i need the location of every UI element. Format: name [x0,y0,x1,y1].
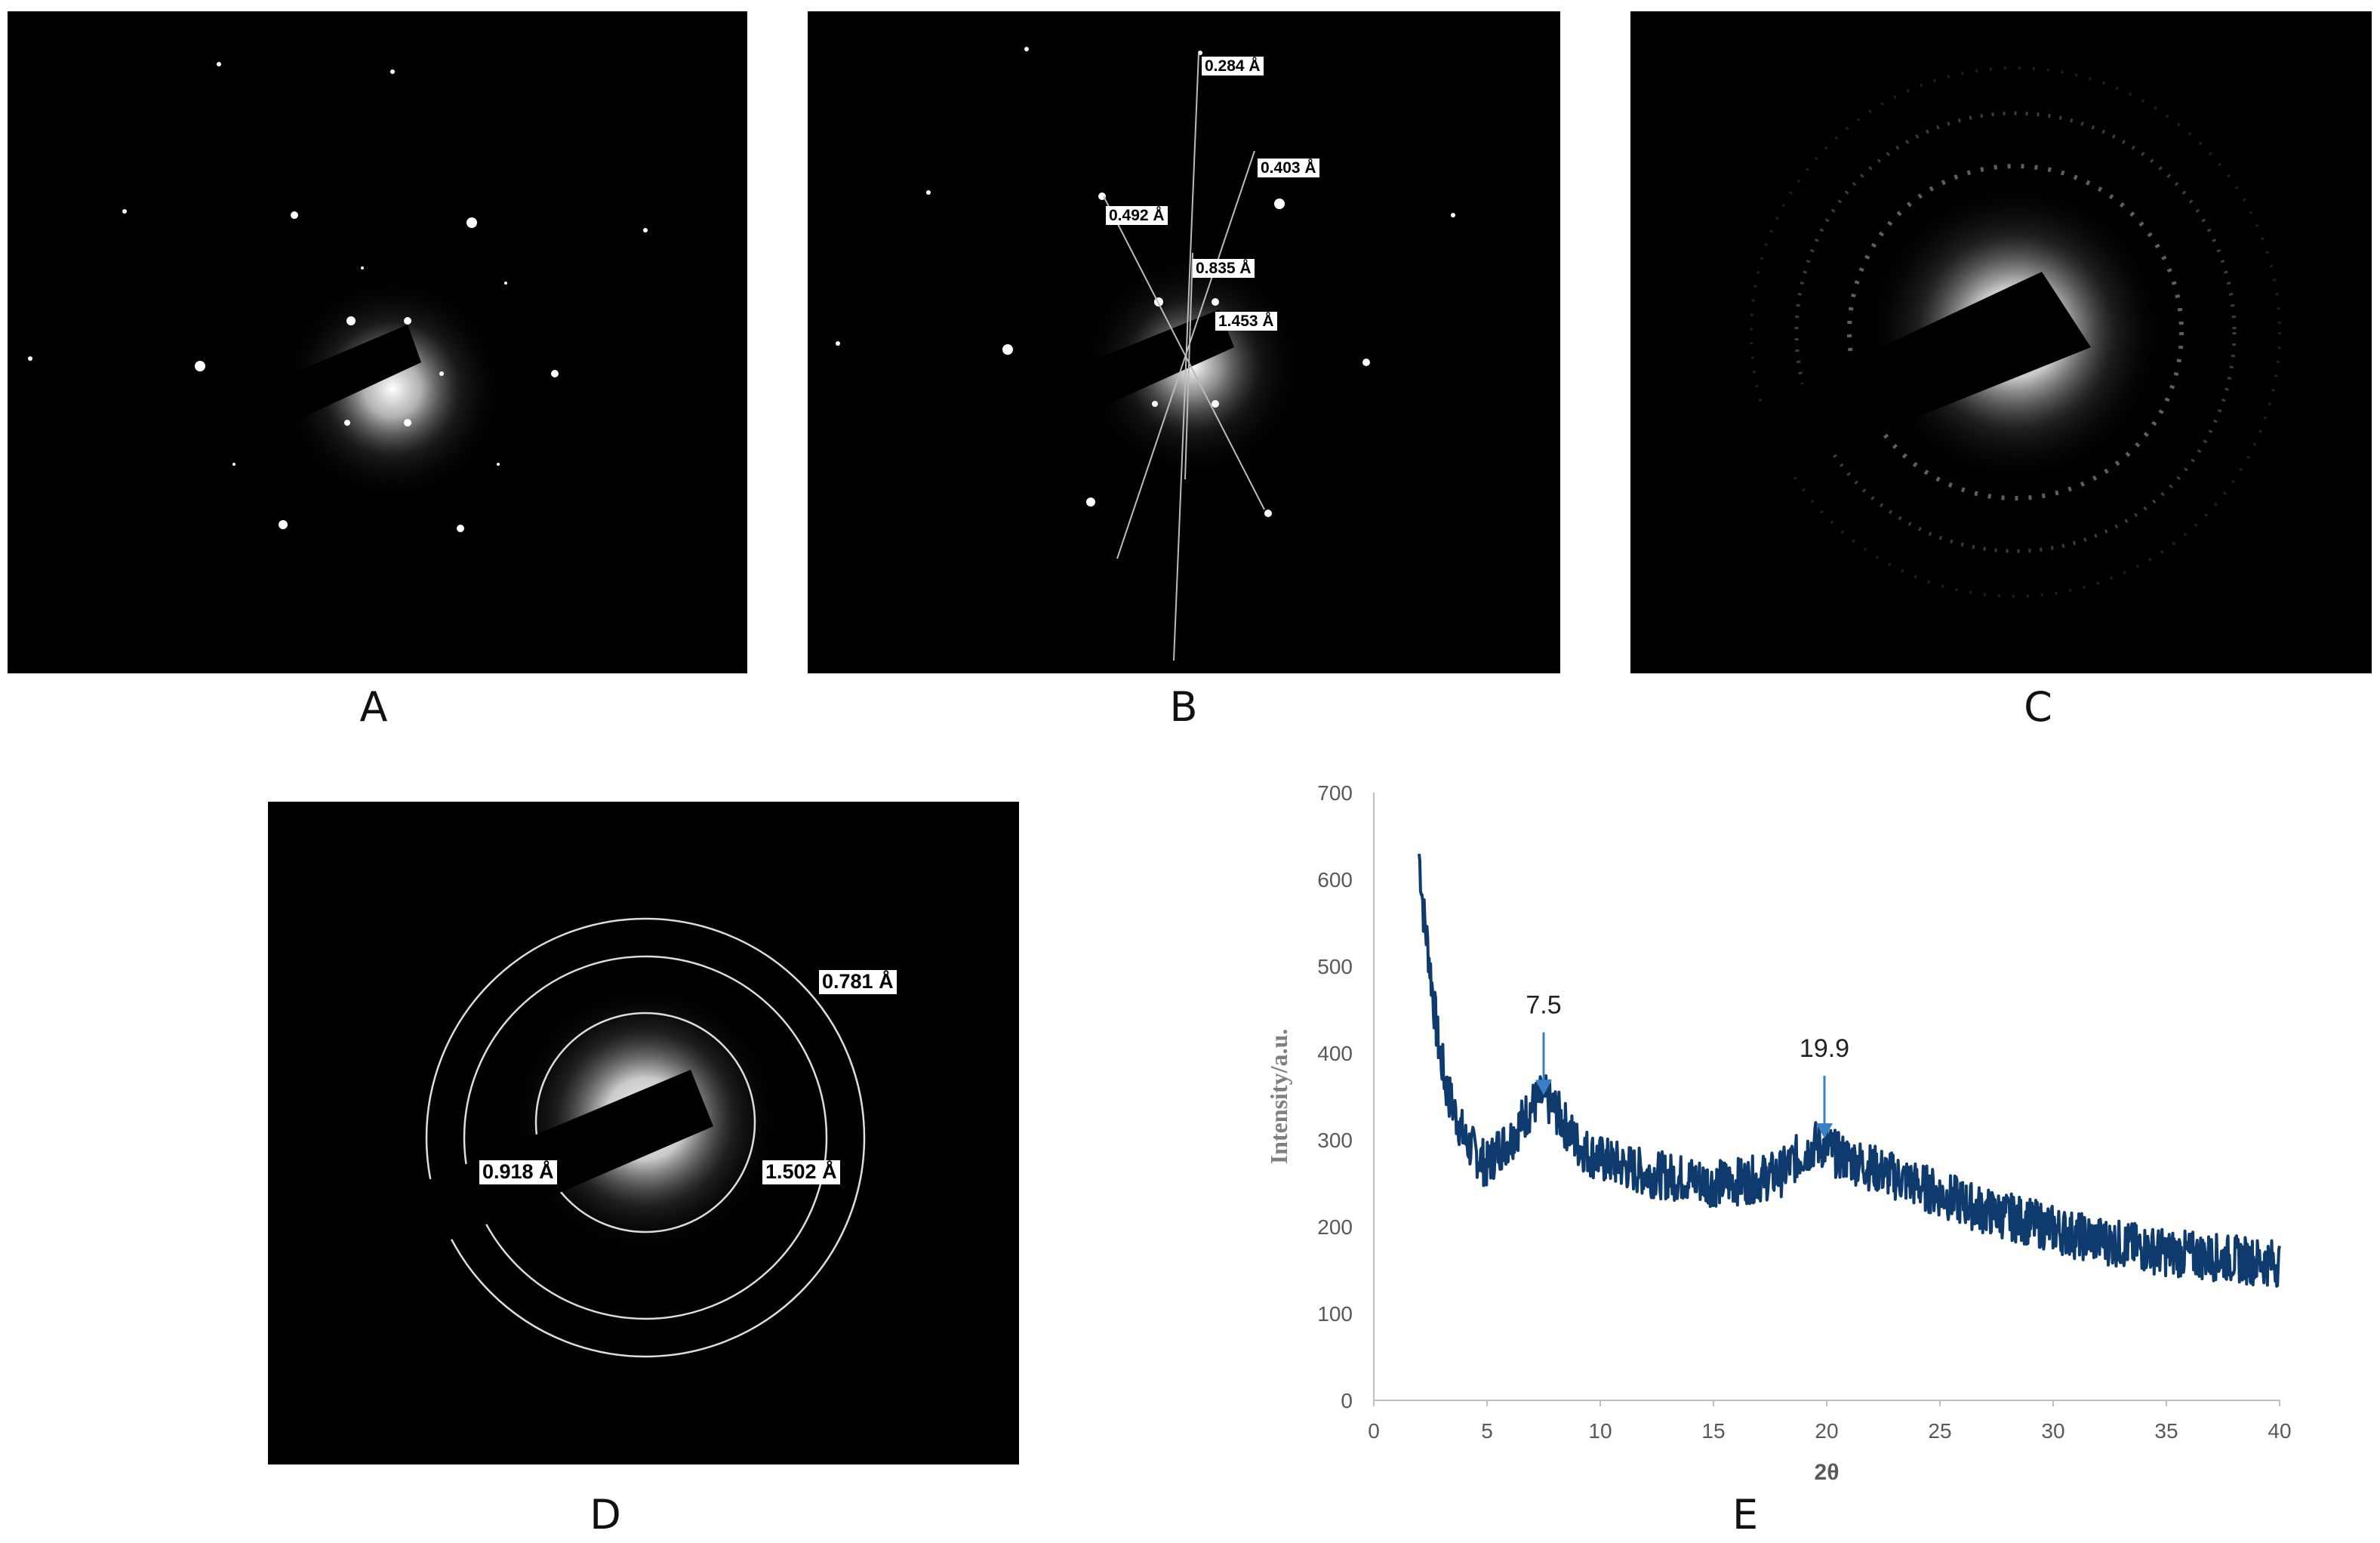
panel-label-e: E [1732,1491,1759,1538]
diffraction-pattern-c [1630,66,2281,598]
d-spacing-label: 0.284 Å [1202,57,1264,76]
x-tick-label: 30 [2041,1419,2064,1443]
diffraction-panel-c [1630,11,2372,673]
diffraction-spots [836,47,1455,517]
diffraction-panel-a [8,11,747,673]
y-tick-label: 500 [1317,955,1353,978]
d-spacing-label: 0.835 Å [1193,259,1255,279]
diffraction-spots [28,62,648,532]
d-spacing-label: 1.453 Å [1215,312,1277,331]
diffraction-panel-b: 0.284 Å 0.403 Å 0.492 Å 0.835 Å 1.453 Å [808,11,1560,673]
diffraction-pattern-d [359,917,866,1358]
x-tick-label: 25 [1928,1419,1951,1443]
panel-label-a: A [359,683,388,731]
x-axis-label: 2θ [1815,1460,1840,1485]
ring-spacing-label: 0.781 Å [819,970,897,994]
x-tick-label: 40 [2268,1419,2291,1443]
panel-label-c: C [2024,683,2052,731]
ring-spacing-label: 1.502 Å [762,1160,840,1184]
peak-annotation: 7.5 [1526,991,1561,1020]
x-tick-label: 20 [1815,1419,1838,1443]
measurement-rings [425,917,866,1358]
diffraction-pattern-a [8,62,648,555]
central-beam-glow [1079,253,1306,479]
beam-stop [8,325,421,555]
x-tick-label: 0 [1368,1419,1380,1443]
y-tick-label: 700 [1317,781,1353,805]
x-tick-label: 15 [1701,1419,1725,1443]
ring-spacing-label: 0.918 Å [479,1160,557,1184]
panel-label-d: D [590,1491,621,1538]
xrd-chart: 0 100 200 300 400 500 600 700 0 5 10 15 20 25 30 35 40 2θ… [1265,781,2292,1485]
diffraction-panel-d: 0.781 Å 0.918 Å 1.502 Å [268,802,1019,1464]
y-tick-label: 100 [1317,1302,1353,1326]
peak-arrow-head [1535,1079,1552,1095]
y-tick-label: 400 [1317,1042,1353,1065]
peak-arrow-head [1816,1123,1833,1138]
y-tick-label: 0 [1341,1389,1353,1412]
diffraction-rings [1750,66,2281,598]
d-spacing-label: 0.492 Å [1106,206,1168,226]
beam-stop [1630,272,2091,532]
diffraction-pattern-b [808,47,1455,661]
y-tick-label: 300 [1317,1129,1353,1152]
measurement-lines [1103,52,1265,661]
y-tick-label: 200 [1317,1215,1353,1239]
y-tick-label: 600 [1317,868,1353,892]
beam-stop [808,310,1234,540]
series-line [1418,853,2281,1288]
central-beam-glow [279,276,506,502]
peak-annotation: 19.9 [1800,1034,1849,1063]
d-spacing-label: 0.403 Å [1258,159,1319,178]
y-axis-label: Intensity/a.u. [1265,1029,1292,1165]
x-tick-label: 10 [1588,1419,1612,1443]
x-tick-label: 35 [2154,1419,2178,1443]
panel-label-b: B [1169,683,1198,731]
x-tick-label: 5 [1481,1419,1493,1443]
